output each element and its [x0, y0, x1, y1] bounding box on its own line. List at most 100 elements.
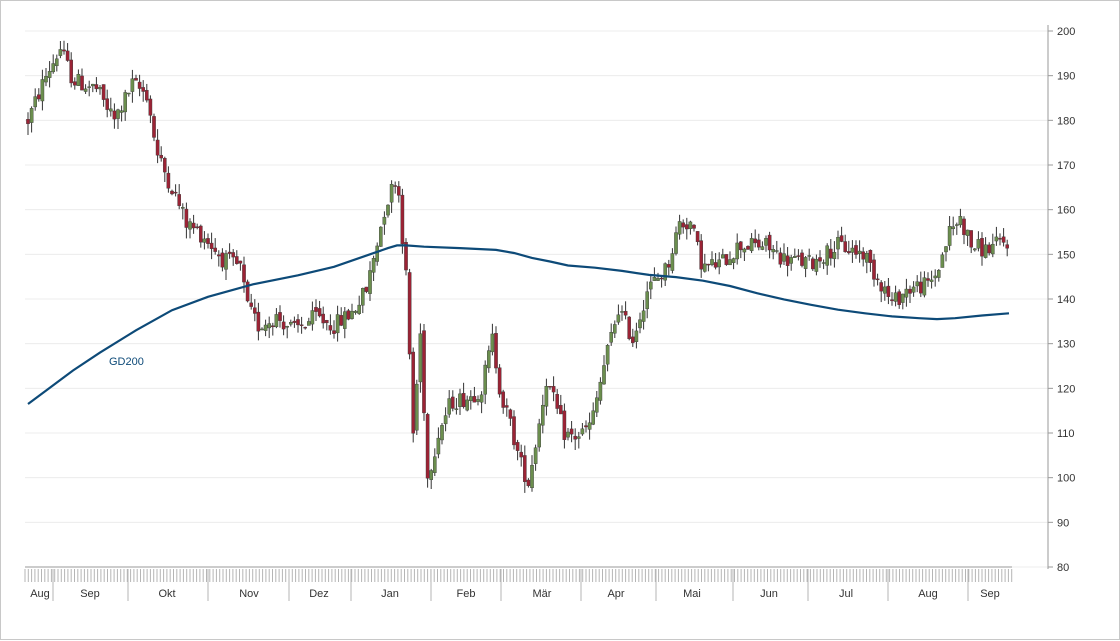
- candle-body: [562, 410, 567, 440]
- candle-body: [195, 226, 200, 229]
- candle-body: [184, 208, 189, 228]
- candle-body: [209, 242, 214, 249]
- candle-body: [663, 263, 667, 281]
- candle-body: [281, 321, 286, 330]
- candle-body: [641, 310, 646, 322]
- candle-body: [829, 248, 833, 259]
- candle-body: [872, 259, 876, 280]
- candle-body: [249, 302, 254, 307]
- candle-body: [692, 224, 696, 229]
- candle-body: [530, 464, 534, 489]
- candle-body: [105, 98, 109, 110]
- candle-body: [893, 292, 898, 302]
- candle-body: [397, 186, 401, 196]
- candle-body: [202, 238, 207, 243]
- candle-body: [407, 272, 412, 355]
- candle-body: [861, 251, 865, 260]
- candle-body: [598, 381, 603, 401]
- candle-body: [47, 71, 52, 78]
- candle-body: [260, 328, 264, 331]
- candle-body: [379, 226, 383, 247]
- candle-body: [357, 304, 362, 314]
- candle-body: [206, 238, 210, 244]
- candle-body: [710, 259, 714, 265]
- candle-body: [173, 191, 178, 194]
- candle-body: [883, 286, 887, 294]
- candle-body: [472, 396, 477, 403]
- candle-body: [638, 319, 642, 329]
- x-tick-label: Sep: [80, 588, 100, 600]
- candle-body: [58, 49, 63, 56]
- candle-body: [854, 245, 858, 255]
- grid: [25, 30, 1048, 568]
- candle-body: [55, 58, 59, 67]
- candle-body: [224, 253, 228, 270]
- candle-body: [476, 399, 480, 402]
- candle-body: [415, 383, 419, 431]
- x-tick-label: Sep: [980, 588, 1000, 600]
- candle-body: [325, 320, 329, 324]
- candle-body: [310, 310, 315, 325]
- candle-body: [307, 321, 311, 326]
- candle-body: [299, 324, 304, 326]
- candle-body: [541, 404, 545, 426]
- candle-body: [116, 109, 120, 119]
- y-tick-label: 130: [1057, 339, 1075, 351]
- candle-body: [234, 256, 239, 264]
- candle-body: [44, 75, 48, 83]
- candle-body: [443, 415, 448, 425]
- candle-body: [350, 310, 354, 319]
- candle-body: [634, 330, 639, 342]
- candle-body: [487, 350, 491, 369]
- y-tick-label: 140: [1057, 294, 1075, 306]
- candle-body: [656, 278, 660, 281]
- candle-body: [555, 394, 559, 409]
- candle-body: [739, 241, 743, 251]
- candle-body: [760, 246, 765, 250]
- candle-body: [389, 183, 394, 203]
- candle-body: [361, 288, 365, 306]
- candle-body: [501, 391, 506, 408]
- y-tick-label: 100: [1057, 473, 1075, 485]
- candle-body: [422, 330, 426, 414]
- candle-body: [919, 281, 923, 294]
- candle-body: [724, 254, 729, 265]
- y-tick-label: 200: [1057, 26, 1075, 38]
- candle-body: [688, 221, 693, 229]
- y-tick-label: 180: [1057, 115, 1075, 127]
- y-tick-label: 90: [1057, 517, 1069, 529]
- candle-body: [602, 365, 606, 385]
- candle-body: [717, 259, 721, 268]
- candle-body: [699, 240, 703, 270]
- candle-body: [123, 92, 127, 113]
- candle-body: [213, 247, 218, 252]
- candle-body: [148, 98, 153, 116]
- candle-body: [998, 238, 1002, 240]
- candle-body: [242, 264, 246, 283]
- candle-body: [731, 258, 736, 263]
- candle-body: [436, 437, 441, 455]
- candle-body: [62, 49, 66, 52]
- candle-body: [573, 435, 577, 440]
- candle-body: [681, 222, 685, 228]
- candle-body: [706, 263, 711, 266]
- x-tick-label: Jun: [760, 588, 778, 600]
- candle-body: [559, 405, 563, 415]
- candle-body: [832, 252, 837, 260]
- candle-body: [793, 255, 797, 258]
- candle-body: [465, 399, 470, 411]
- candle-body: [775, 250, 779, 252]
- candle-body: [584, 425, 588, 428]
- candle-body: [839, 235, 844, 242]
- candle-body: [926, 278, 930, 281]
- candles: [26, 40, 1009, 493]
- candle-body: [447, 398, 452, 415]
- candle-body: [623, 310, 628, 316]
- candle-body: [458, 393, 462, 407]
- candle-body: [703, 263, 707, 272]
- candle-body: [749, 238, 754, 252]
- candle-body: [285, 326, 290, 328]
- candle-body: [631, 336, 635, 344]
- candle-body: [134, 77, 138, 81]
